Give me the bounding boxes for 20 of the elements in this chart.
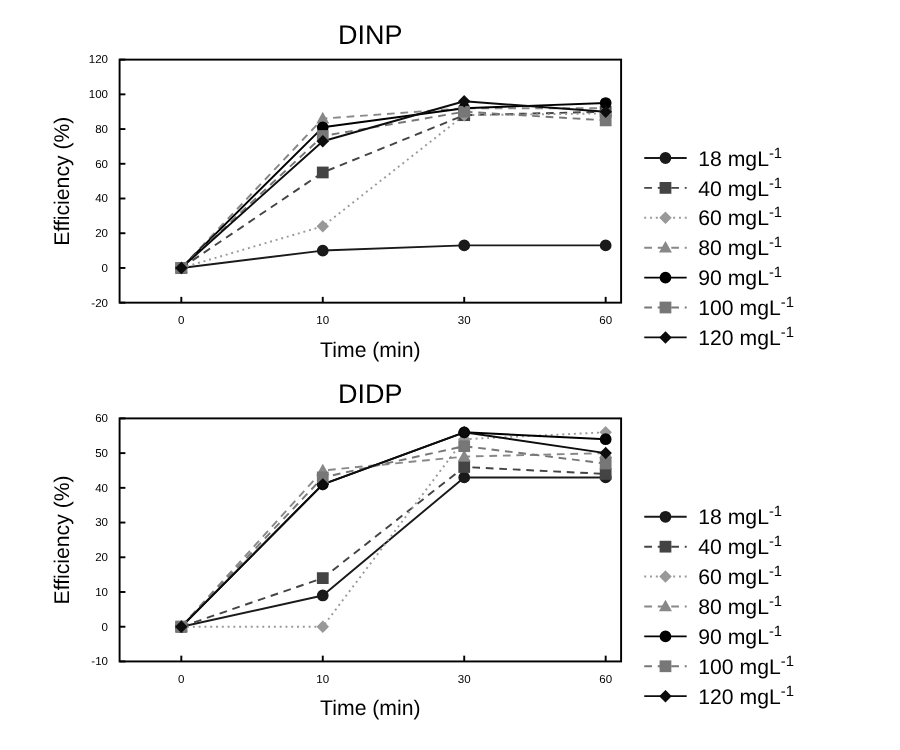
legend-label: 60 mgL$^{-1}$ bbox=[698, 561, 783, 591]
legend-label: 100 mgL$^{-1}$ bbox=[698, 650, 794, 680]
legend-label: 80 mgL$^{-1}$ bbox=[698, 232, 783, 262]
legend-label: 40 mgL$^{-1}$ bbox=[698, 172, 783, 202]
legend-label: 90 mgL$^{-1}$ bbox=[698, 262, 783, 292]
legend-label: 80 mgL$^{-1}$ bbox=[698, 591, 783, 621]
chart-title: DINP bbox=[338, 20, 403, 51]
legend-label: 100 mgL$^{-1}$ bbox=[698, 292, 794, 322]
legend-label: 60 mgL$^{-1}$ bbox=[698, 202, 783, 232]
legend-label: 120 mgL$^{-1}$ bbox=[698, 680, 794, 710]
chart-title: DIDP bbox=[338, 378, 403, 409]
legend-label: 40 mgL$^{-1}$ bbox=[698, 531, 783, 561]
legend-label: 18 mgL$^{-1}$ bbox=[698, 142, 783, 172]
y-axis-title: Efficiency (%) bbox=[51, 116, 76, 246]
legend-label: 120 mgL$^{-1}$ bbox=[698, 322, 794, 352]
x-axis-title: Time (min) bbox=[320, 697, 421, 722]
legend-label: 18 mgL$^{-1}$ bbox=[698, 501, 783, 531]
y-axis-title: Efficiency (%) bbox=[51, 475, 76, 605]
legend-label: 90 mgL$^{-1}$ bbox=[698, 621, 783, 651]
x-axis-title: Time (min) bbox=[320, 338, 421, 363]
